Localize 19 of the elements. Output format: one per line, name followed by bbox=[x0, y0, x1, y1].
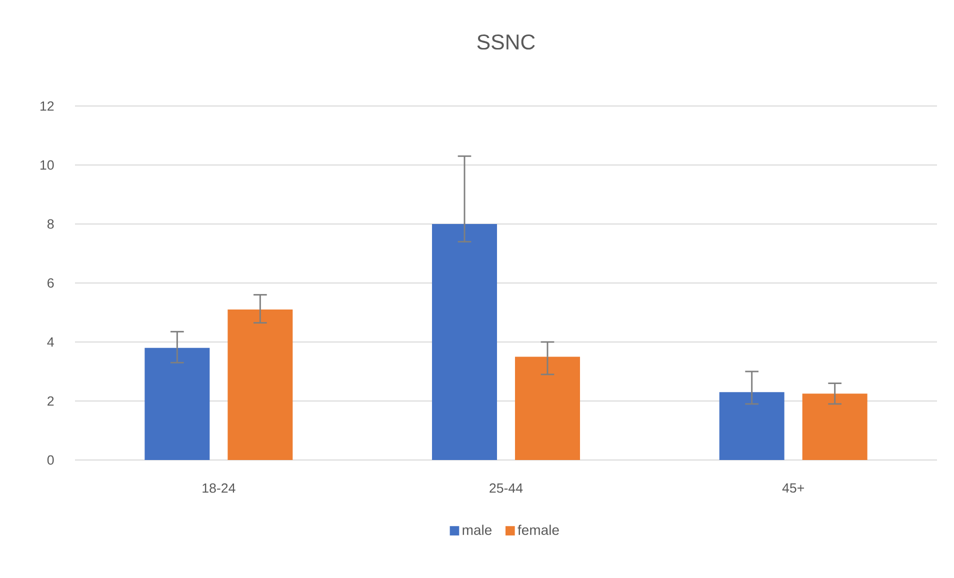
legend-label: female bbox=[518, 524, 559, 536]
y-tick-label: 8 bbox=[47, 219, 54, 229]
bar bbox=[228, 310, 293, 460]
bar bbox=[515, 356, 580, 460]
bar bbox=[432, 224, 498, 460]
y-tick-label: 6 bbox=[48, 278, 54, 288]
legend-label: male bbox=[462, 524, 492, 536]
bar bbox=[144, 348, 210, 460]
chart-title: SSNC bbox=[477, 34, 535, 50]
y-tick-label: 0 bbox=[47, 455, 54, 465]
x-tick-label: 18-24 bbox=[202, 483, 236, 493]
y-tick-label: 12 bbox=[40, 101, 54, 111]
y-tick-label: 10 bbox=[40, 160, 54, 170]
y-tick-label: 4 bbox=[47, 337, 54, 347]
bar bbox=[719, 392, 784, 460]
bar bbox=[802, 394, 868, 460]
y-tick-label: 2 bbox=[48, 396, 54, 406]
x-tick-label: 45+ bbox=[782, 483, 804, 493]
x-tick-label: 25-44 bbox=[490, 483, 523, 493]
